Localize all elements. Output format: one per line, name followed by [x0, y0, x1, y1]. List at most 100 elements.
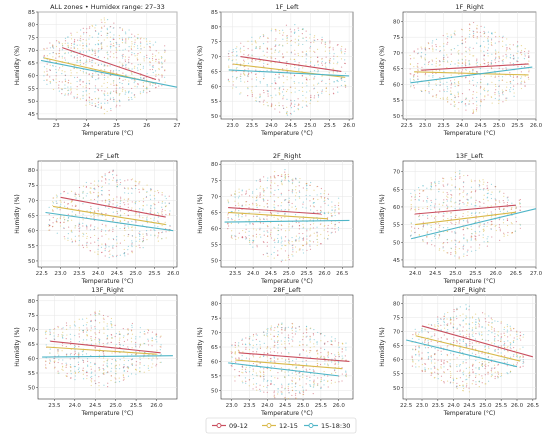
data-point: [91, 48, 93, 50]
data-point: [108, 230, 110, 232]
data-point: [67, 82, 69, 84]
data-point: [422, 200, 424, 202]
data-point: [121, 82, 123, 85]
data-point: [510, 222, 512, 224]
y-tick-label: 80: [28, 299, 35, 305]
data-point: [127, 375, 130, 377]
data-point: [154, 229, 156, 232]
data-point: [135, 361, 138, 363]
data-point: [255, 97, 257, 99]
data-point: [248, 371, 251, 373]
data-point: [168, 202, 170, 205]
data-point: [52, 64, 54, 67]
data-point: [434, 234, 436, 236]
data-point: [464, 56, 467, 58]
data-point: [476, 58, 478, 60]
x-tick-label: 26.5: [510, 271, 523, 277]
data-point: [419, 192, 421, 195]
data-point: [414, 198, 416, 201]
data-point: [490, 228, 492, 230]
data-point: [467, 221, 469, 223]
data-point: [139, 74, 142, 77]
data-point: [247, 48, 249, 50]
data-point: [473, 36, 475, 38]
data-point: [466, 193, 468, 195]
data-point: [302, 90, 304, 92]
data-point: [116, 72, 118, 74]
data-point: [86, 339, 88, 341]
data-point: [109, 253, 111, 255]
data-point: [413, 74, 416, 76]
data-point: [137, 69, 139, 71]
data-point: [454, 70, 456, 72]
data-point: [491, 67, 493, 70]
data-point: [463, 244, 465, 246]
data-point: [328, 72, 330, 74]
data-point: [130, 330, 133, 332]
data-point: [472, 69, 474, 71]
panel-title: 1F_Right: [455, 3, 484, 11]
data-point: [280, 194, 282, 196]
data-point: [259, 344, 261, 346]
data-point: [435, 198, 437, 200]
data-point: [49, 69, 51, 71]
data-point: [123, 357, 125, 359]
data-point: [151, 57, 154, 60]
data-point: [313, 189, 315, 191]
data-point: [61, 88, 63, 90]
data-point: [118, 38, 121, 40]
data-point: [248, 72, 250, 74]
data-point: [238, 232, 240, 234]
data-point: [146, 239, 148, 241]
data-point: [305, 61, 307, 63]
data-point: [98, 330, 101, 332]
y-tick-label: 55: [28, 244, 35, 250]
data-point: [139, 235, 141, 237]
data-point: [154, 225, 156, 227]
data-point: [288, 189, 290, 191]
data-point: [101, 186, 103, 189]
data-point: [284, 371, 286, 373]
data-point: [127, 346, 129, 348]
data-point: [280, 248, 282, 250]
data-point: [57, 334, 59, 336]
data-point: [277, 323, 280, 325]
data-point: [263, 375, 265, 377]
data-point: [472, 111, 474, 114]
data-point: [234, 380, 236, 382]
data-point: [266, 56, 268, 58]
data-point: [502, 68, 504, 70]
x-tick-label: 26.0: [343, 123, 356, 129]
data-point: [306, 85, 308, 87]
data-point: [94, 188, 96, 191]
data-point: [474, 231, 476, 233]
data-point: [439, 80, 441, 82]
data-point: [528, 56, 530, 59]
data-point: [483, 99, 485, 101]
data-point: [82, 324, 85, 327]
data-point: [156, 341, 158, 343]
data-point: [86, 210, 88, 212]
data-point: [110, 370, 112, 372]
data-point: [83, 233, 85, 235]
data-point: [277, 218, 279, 220]
data-point: [101, 47, 103, 49]
data-point: [434, 205, 436, 207]
data-point: [290, 35, 292, 37]
data-point: [519, 209, 521, 211]
data-point: [269, 348, 272, 350]
data-point: [313, 77, 315, 79]
data-point: [274, 176, 276, 178]
data-point: [274, 377, 276, 379]
data-point: [466, 198, 468, 200]
data-point: [270, 57, 272, 59]
data-point: [85, 43, 88, 45]
data-point: [291, 189, 294, 191]
data-point: [138, 213, 141, 215]
data-point: [463, 234, 465, 236]
data-point: [467, 219, 469, 221]
data-point: [252, 339, 254, 341]
data-point: [302, 43, 304, 46]
data-point: [73, 43, 75, 45]
data-point: [45, 330, 47, 332]
